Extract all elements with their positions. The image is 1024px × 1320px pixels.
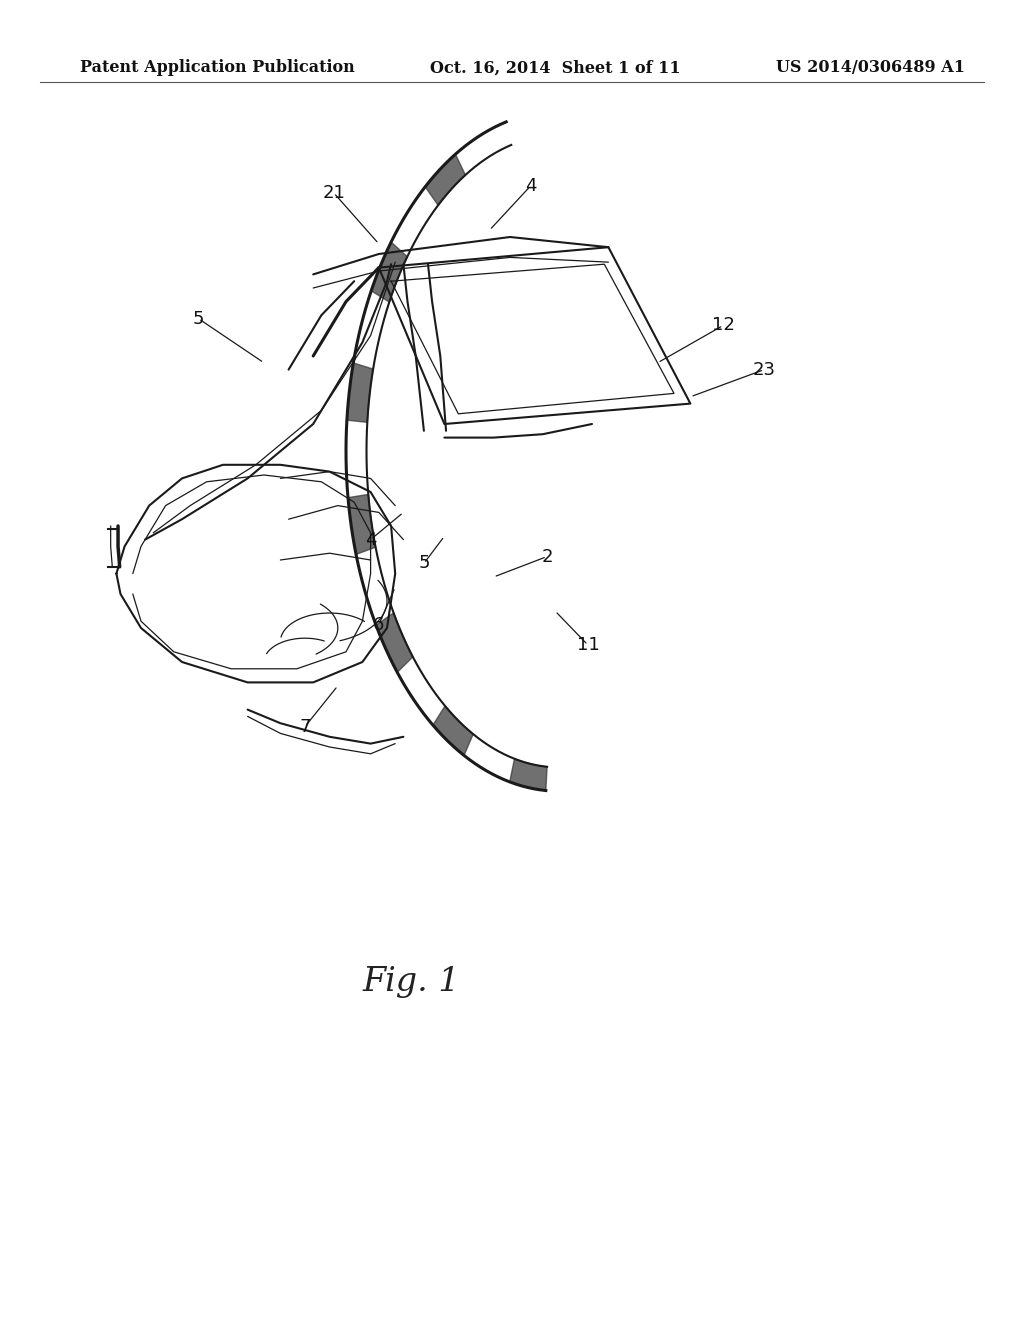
Text: Patent Application Publication: Patent Application Publication	[80, 59, 354, 77]
Text: 12: 12	[712, 317, 734, 334]
Polygon shape	[510, 759, 547, 791]
Polygon shape	[433, 706, 473, 755]
Polygon shape	[425, 154, 465, 206]
Text: 4: 4	[524, 177, 537, 195]
Text: 5: 5	[193, 310, 204, 327]
Text: 6: 6	[373, 615, 384, 634]
Polygon shape	[372, 242, 408, 302]
Text: US 2014/0306489 A1: US 2014/0306489 A1	[775, 59, 965, 77]
Text: 2: 2	[541, 548, 553, 565]
Text: 11: 11	[577, 636, 599, 653]
Text: 4: 4	[365, 531, 377, 549]
Text: 5: 5	[418, 554, 430, 573]
Text: 7: 7	[299, 718, 310, 735]
Text: 21: 21	[323, 183, 345, 202]
Polygon shape	[376, 612, 413, 672]
Polygon shape	[348, 495, 376, 554]
Text: Fig. 1: Fig. 1	[362, 966, 461, 998]
Text: 23: 23	[753, 360, 776, 379]
Text: Oct. 16, 2014  Sheet 1 of 11: Oct. 16, 2014 Sheet 1 of 11	[430, 59, 681, 77]
Polygon shape	[347, 363, 373, 422]
